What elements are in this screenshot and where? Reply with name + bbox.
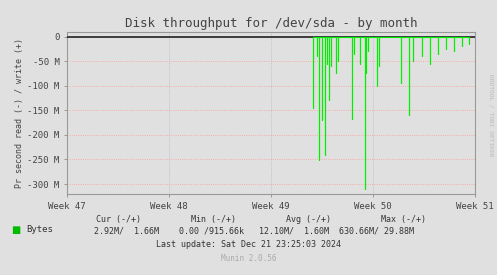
Text: Last update: Sat Dec 21 23:25:03 2024: Last update: Sat Dec 21 23:25:03 2024 (156, 240, 341, 249)
Text: Munin 2.0.56: Munin 2.0.56 (221, 254, 276, 263)
Text: RRDTOOL / TOBI OETIKER: RRDTOOL / TOBI OETIKER (488, 74, 493, 157)
Title: Disk throughput for /dev/sda - by month: Disk throughput for /dev/sda - by month (125, 17, 417, 31)
Text: Cur (-/+)          Min (-/+)          Avg (-/+)          Max (-/+): Cur (-/+) Min (-/+) Avg (-/+) Max (-/+) (71, 216, 426, 224)
Y-axis label: Pr second read (-) / write (+): Pr second read (-) / write (+) (15, 38, 24, 188)
Text: 2.92M/  1.66M    0.00 /915.66k   12.10M/  1.60M  630.66M/ 29.88M: 2.92M/ 1.66M 0.00 /915.66k 12.10M/ 1.60M… (83, 227, 414, 235)
Text: ■: ■ (11, 225, 20, 235)
Text: Bytes: Bytes (26, 225, 53, 234)
